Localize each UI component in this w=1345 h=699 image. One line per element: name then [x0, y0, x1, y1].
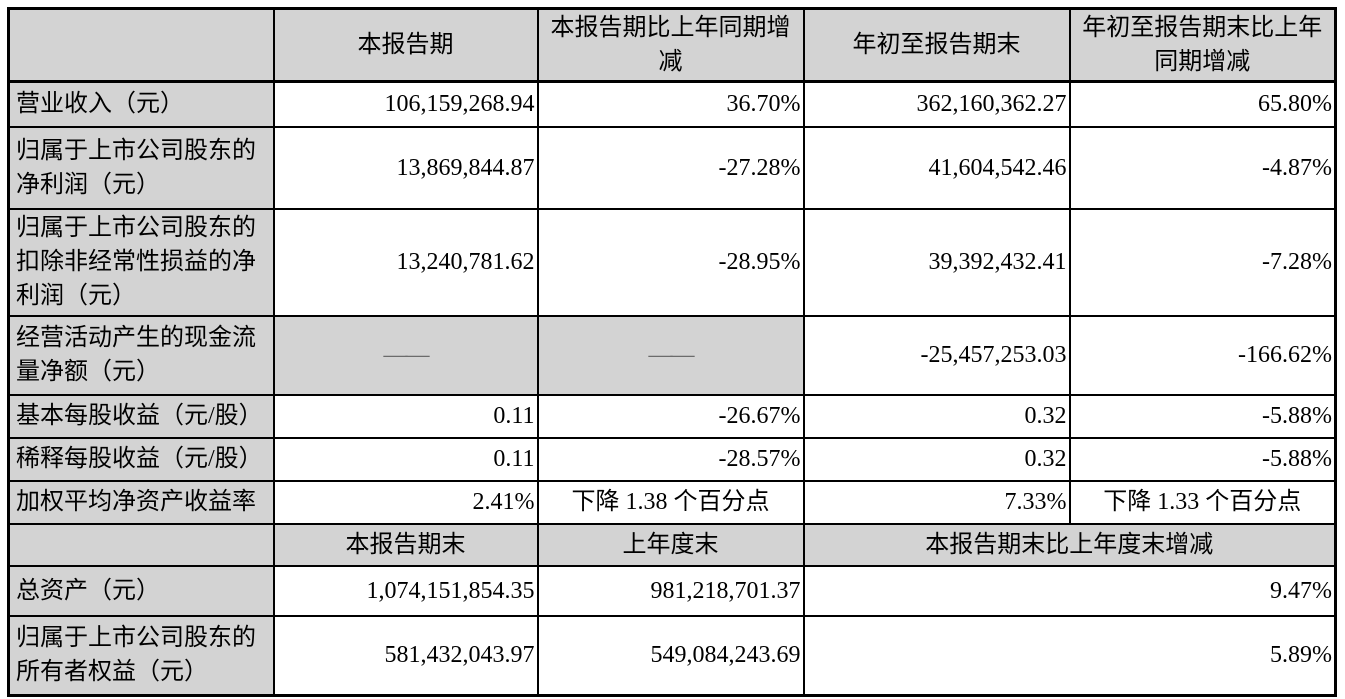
cell-ytd-change: -4.87% — [1068, 125, 1337, 210]
cell-current-period: 13,869,844.87 — [272, 125, 539, 210]
cell-ytd: 0.32 — [802, 393, 1071, 439]
cell-ytd: 7.33% — [802, 479, 1071, 525]
cell-current-period: 13,240,781.62 — [272, 207, 539, 317]
cell-prev-year-end: 549,084,243.69 — [536, 614, 805, 697]
cell-ytd-change: -5.88% — [1068, 393, 1337, 439]
cell-label: 归属于上市公司股东的扣除非经常性损益的净利润（元） — [7, 207, 275, 317]
cell-ytd-change: 65.80% — [1068, 80, 1337, 128]
cell-prev-year-end: 981,218,701.37 — [536, 564, 805, 617]
cell-label: 基本每股收益（元/股） — [7, 393, 275, 439]
row-weighted-avg-roe: 加权平均净资产收益率 2.41% 下降 1.38 个百分点 7.33% 下降 1… — [7, 479, 1337, 525]
header-row-period-end: 本报告期末 上年度末 本报告期末比上年度末增减 — [7, 522, 1337, 567]
header-current-period-change: 本报告期比上年同期增 减 — [536, 7, 805, 84]
cell-current-period: 0.11 — [272, 436, 539, 482]
cell-current-period: 2.41% — [272, 479, 539, 525]
header-row-period: 本报告期 本报告期比上年同期增 减 年初至报告期末 年初至报告期末比上年 同期增… — [7, 7, 1337, 84]
cell-period-end-change: 9.47% — [802, 564, 1337, 617]
cell-label: 经营活动产生的现金流量净额（元） — [7, 314, 275, 396]
cell-label: 总资产（元） — [7, 564, 275, 617]
cell-ytd-change: -166.62% — [1068, 314, 1337, 396]
cell-ytd: 0.32 — [802, 436, 1071, 482]
cell-current-period: 106,159,268.94 — [272, 80, 539, 128]
row-operating-cash-flow: 经营活动产生的现金流量净额（元） —— —— -25,457,253.03 -1… — [7, 314, 1337, 396]
cell-label: 加权平均净资产收益率 — [7, 479, 275, 525]
row-revenue: 营业收入（元） 106,159,268.94 36.70% 362,160,36… — [7, 80, 1337, 128]
financial-summary-table: 本报告期 本报告期比上年同期增 减 年初至报告期末 年初至报告期末比上年 同期增… — [7, 7, 1337, 698]
header-current-period: 本报告期 — [272, 7, 539, 84]
cell-period-end: 581,432,043.97 — [272, 614, 539, 697]
cell-label: 稀释每股收益（元/股） — [7, 436, 275, 482]
row-basic-eps: 基本每股收益（元/股） 0.11 -26.67% 0.32 -5.88% — [7, 393, 1337, 439]
header-period-end: 本报告期末 — [272, 522, 539, 567]
row-net-profit-excl-nonrecurring: 归属于上市公司股东的扣除非经常性损益的净利润（元） 13,240,781.62 … — [7, 207, 1337, 317]
cell-period-end-change: 5.89% — [802, 614, 1337, 697]
cell-ytd-change: -7.28% — [1068, 207, 1337, 317]
cell-current-period-change: 下降 1.38 个百分点 — [536, 479, 805, 525]
cell-current-period-change: -28.95% — [536, 207, 805, 317]
cell-current-period-change-dash: —— — [536, 314, 805, 396]
header-ytd: 年初至报告期末 — [802, 7, 1071, 84]
cell-current-period-change: 36.70% — [536, 80, 805, 128]
cell-ytd: -25,457,253.03 — [802, 314, 1071, 396]
cell-ytd-change: -5.88% — [1068, 436, 1337, 482]
cell-current-period-change: -27.28% — [536, 125, 805, 210]
cell-ytd: 39,392,432.41 — [802, 207, 1071, 317]
row-net-profit: 归属于上市公司股东的净利润（元） 13,869,844.87 -27.28% 4… — [7, 125, 1337, 210]
cell-label: 营业收入（元） — [7, 80, 275, 128]
cell-ytd: 362,160,362.27 — [802, 80, 1071, 128]
cell-ytd: 41,604,542.46 — [802, 125, 1071, 210]
cell-ytd-change: 下降 1.33 个百分点 — [1068, 479, 1337, 525]
corner-cell — [7, 522, 275, 567]
row-diluted-eps: 稀释每股收益（元/股） 0.11 -28.57% 0.32 -5.88% — [7, 436, 1337, 482]
cell-current-period: 0.11 — [272, 393, 539, 439]
header-period-end-change: 本报告期末比上年度末增减 — [802, 522, 1337, 567]
header-prev-year-end: 上年度末 — [536, 522, 805, 567]
row-equity: 归属于上市公司股东的所有者权益（元） 581,432,043.97 549,08… — [7, 614, 1337, 697]
cell-current-period-dash: —— — [272, 314, 539, 396]
cell-label: 归属于上市公司股东的净利润（元） — [7, 125, 275, 210]
header-ytd-change: 年初至报告期末比上年 同期增减 — [1068, 7, 1337, 84]
cell-current-period-change: -26.67% — [536, 393, 805, 439]
row-total-assets: 总资产（元） 1,074,151,854.35 981,218,701.37 9… — [7, 564, 1337, 617]
cell-label: 归属于上市公司股东的所有者权益（元） — [7, 614, 275, 697]
cell-period-end: 1,074,151,854.35 — [272, 564, 539, 617]
cell-current-period-change: -28.57% — [536, 436, 805, 482]
corner-cell — [7, 7, 275, 84]
